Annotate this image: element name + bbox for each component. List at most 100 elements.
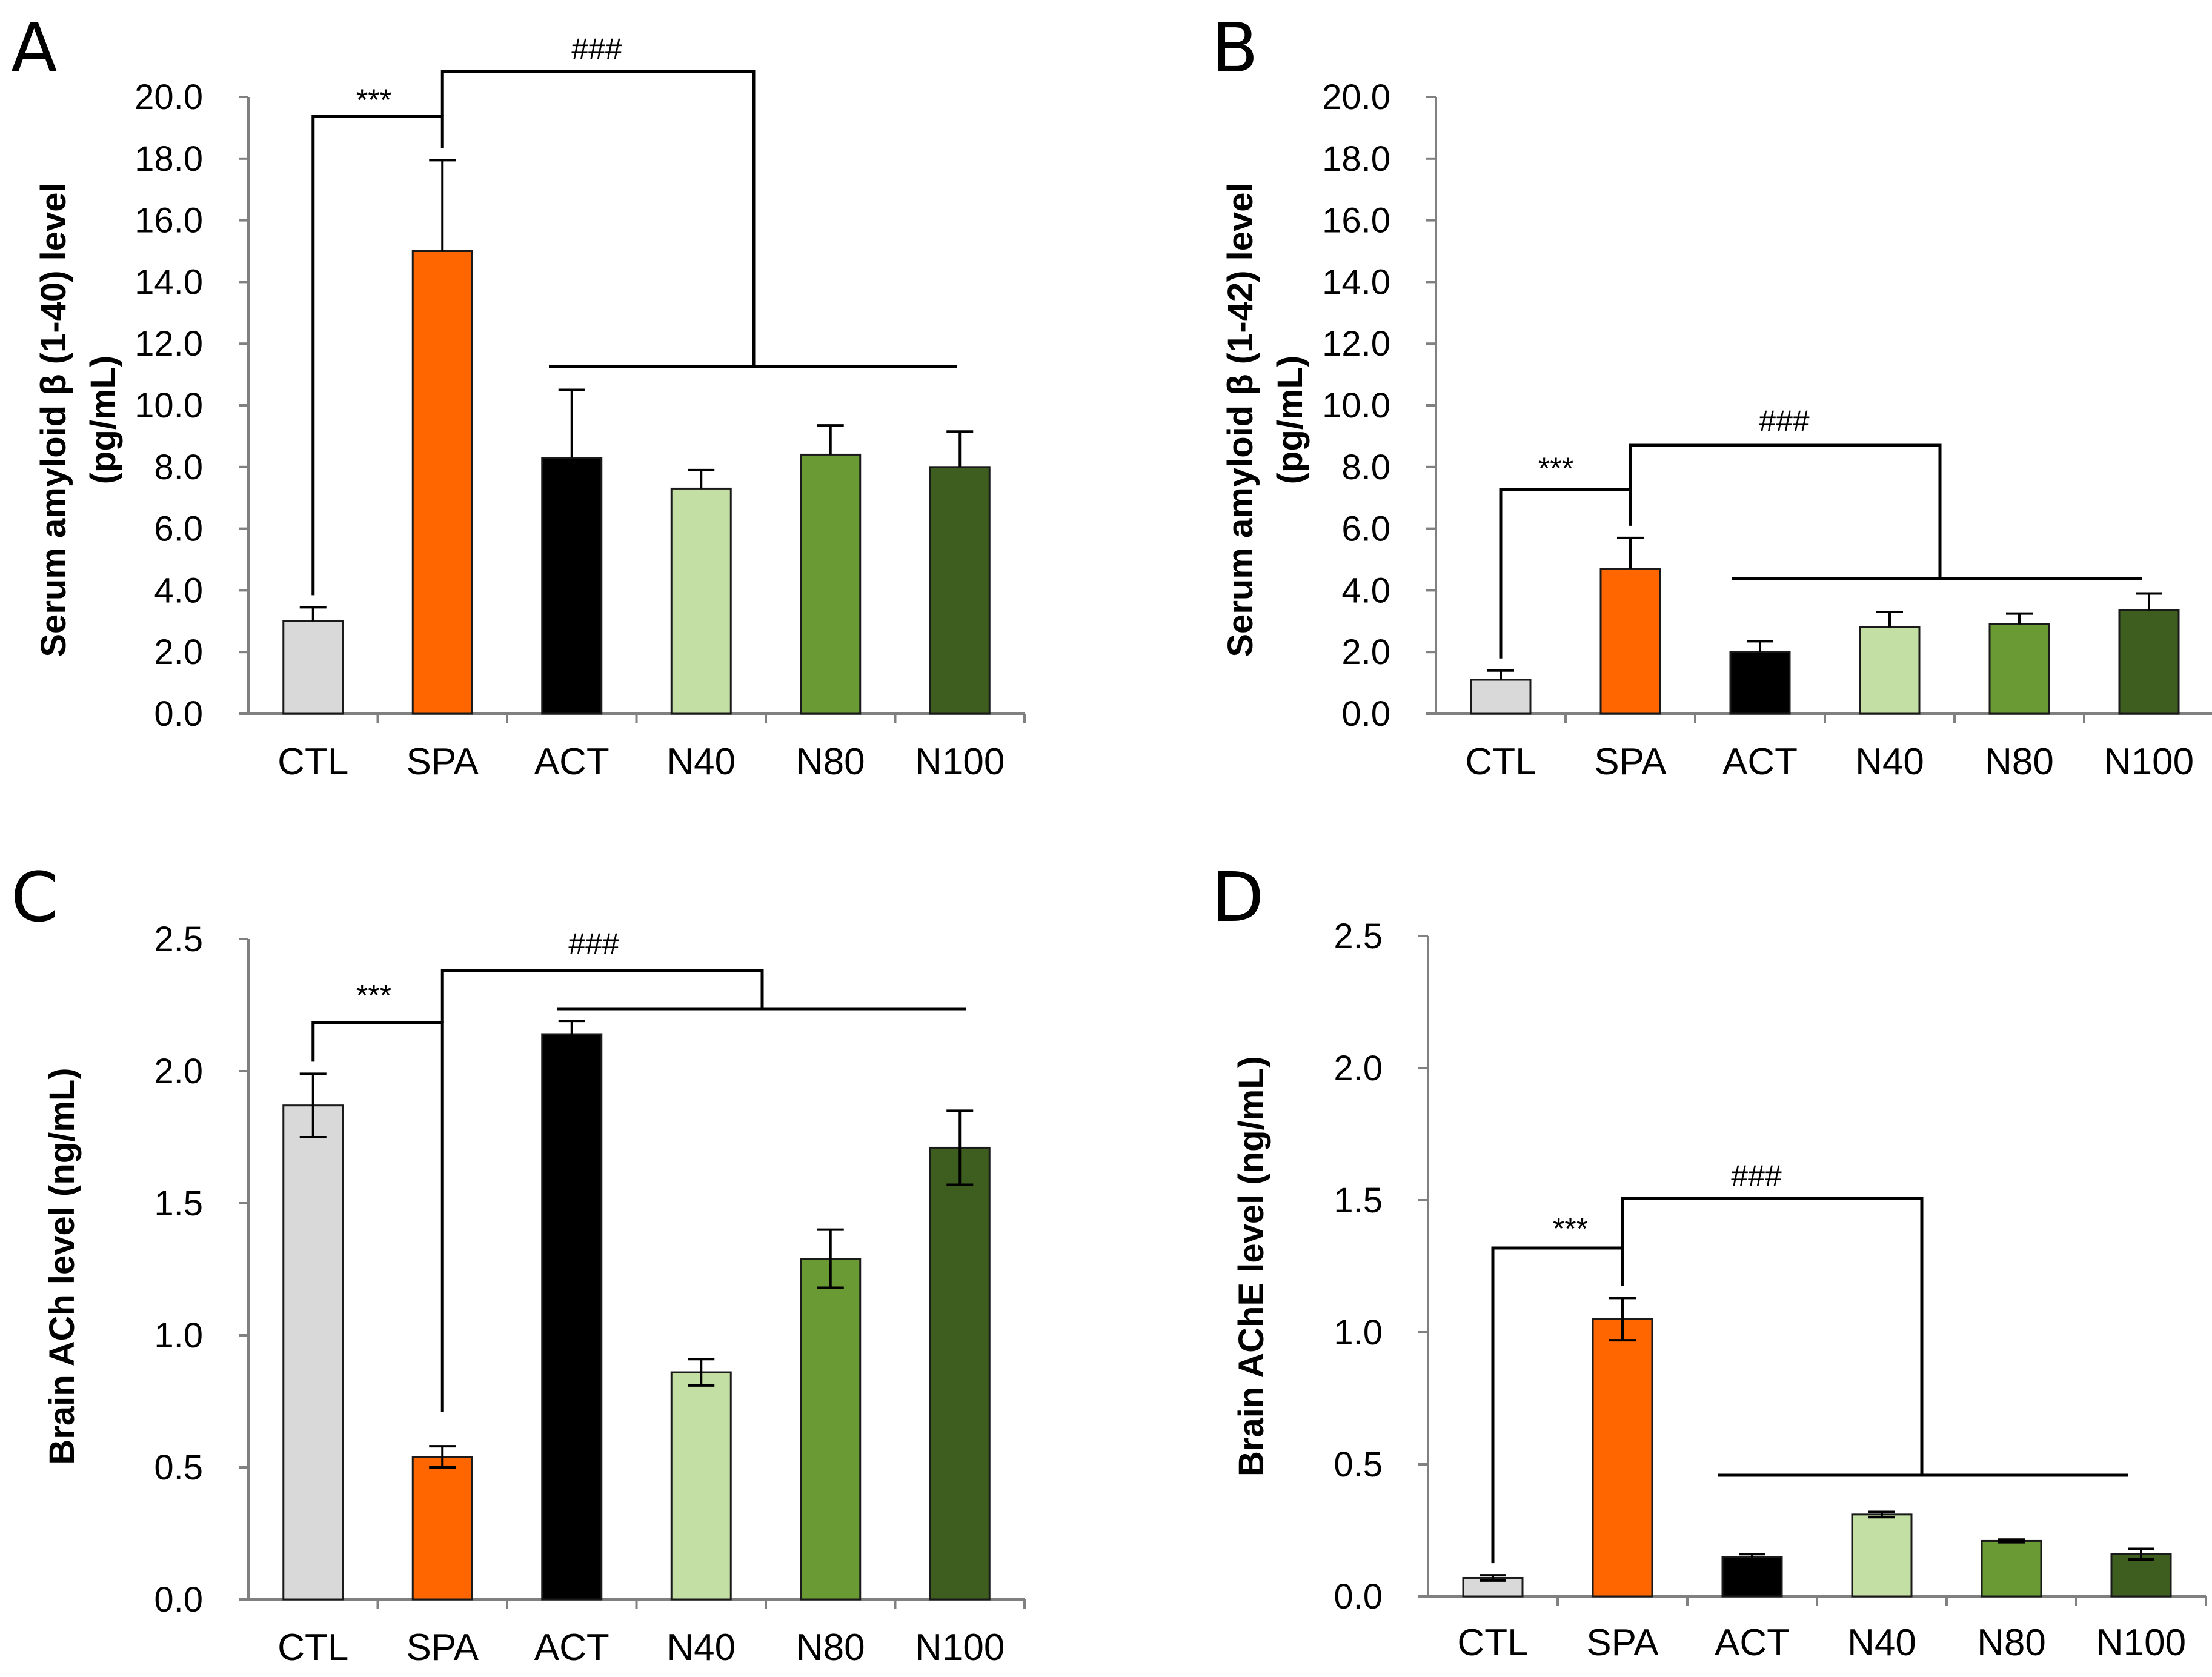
panel-a-bar-n80 <box>800 453 862 715</box>
panel-c-y-tick-label: 0.0 <box>154 1580 203 1619</box>
panel-c-x-label-n100: N100 <box>915 1627 1005 1669</box>
panel-d-y-tick-label: 0.5 <box>1334 1445 1383 1484</box>
panel-a-y-tick-label: 14.0 <box>135 262 203 302</box>
panel-c-bar-spa <box>411 1456 473 1601</box>
panel-c-y-tick-label: 1.0 <box>154 1316 203 1355</box>
panel-b-x-label-n40: N40 <box>1855 741 1924 783</box>
panel-b-x-label-spa: SPA <box>1594 741 1667 783</box>
panel-b-bracket-stars <box>1499 488 1632 659</box>
panel-c-x-label-spa: SPA <box>407 1627 479 1669</box>
panel-a-bracket-stars <box>311 115 444 596</box>
panel-a-y-tick-label: 8.0 <box>154 448 203 487</box>
panel-c-x-label-act: ACT <box>534 1627 609 1669</box>
panel-b-y-tick-label: 8.0 <box>1341 448 1390 487</box>
panel-b-y-axis-label-line1: Serum amyloid β (1-42) level <box>1221 182 1260 657</box>
panel-a-bar-spa <box>411 250 473 715</box>
panel-d-chart: D Brain AChE level (ng/mL) *** ### 0.0 0.… <box>1212 858 2207 1664</box>
panel-c-letter: C <box>11 858 58 937</box>
panel-d-x-label-n80: N80 <box>1977 1622 2046 1664</box>
panel-c-bar-act <box>541 1033 603 1601</box>
panel-a-y-tick-label: 10.0 <box>135 386 203 425</box>
panel-b-y-tick-label: 14.0 <box>1322 262 1390 302</box>
panel-b-bracket-hash <box>1629 443 1942 579</box>
panel-b-sig-stars: *** <box>1538 451 1573 485</box>
panel-d-x-label-spa: SPA <box>1586 1622 1659 1664</box>
panel-a-y-axis-label-line1: Serum amyloid β (1-40) level <box>34 182 73 657</box>
panel-c-y-tick-label: 2.0 <box>154 1052 203 1091</box>
panel-d-bar-n40 <box>1851 1513 1913 1598</box>
panel-b-bar-act <box>1729 651 1791 715</box>
panel-a-x-label-n100: N100 <box>915 741 1005 783</box>
panel-d-x-label-ctl: CTL <box>1457 1622 1528 1664</box>
panel-b-x-label-n100: N100 <box>2104 741 2194 783</box>
panel-b-bar-n100 <box>2118 609 2180 715</box>
panel-b-chart: B Serum amyloid β (1-42) level (pg/mL) *… <box>1212 9 2212 783</box>
panel-b-bar-ctl <box>1470 679 1532 715</box>
panel-c-y-axis-label: Brain ACh level (ng/mL) <box>42 1068 82 1464</box>
panel-a-chart: A Serum amyloid β (1-40) level (pg/mL) *… <box>11 9 1026 783</box>
panel-b-bar-spa <box>1599 568 1661 715</box>
panel-d-y-tick-label: 1.5 <box>1334 1181 1383 1220</box>
panel-a-y-tick-label: 0.0 <box>154 694 203 734</box>
panel-b-bar-n40 <box>1859 626 1921 715</box>
panel-b-y-tick-label: 6.0 <box>1341 510 1390 549</box>
panel-b-y-tick-label: 2.0 <box>1341 633 1390 672</box>
panel-a-sig-hash: ### <box>571 32 622 66</box>
panel-c-bar-n40 <box>670 1371 732 1601</box>
panel-b-x-label-ctl: CTL <box>1465 741 1536 783</box>
panel-a-letter: A <box>11 9 58 88</box>
panel-a-bar-ctl <box>282 620 344 715</box>
panel-a-sig-stars: *** <box>356 83 391 117</box>
panel-b-y-tick-label: 10.0 <box>1322 386 1390 425</box>
panel-c-bracket-hash <box>440 969 764 1023</box>
panel-d-y-axis-label: Brain AChE level (ng/mL) <box>1232 1056 1271 1476</box>
panel-c-y-tick-label: 1.5 <box>154 1184 203 1223</box>
panel-b-y-axis-label-line2: (pg/mL) <box>1270 356 1310 485</box>
panel-a-y-tick-label: 2.0 <box>154 633 203 672</box>
panel-c-y-tick-label: 0.5 <box>154 1448 203 1487</box>
panel-c-sig-stars: *** <box>356 978 391 1012</box>
panel-c-chart: C Brain ACh level (ng/mL) *** ### 0.0 0.5… <box>11 858 1026 1669</box>
panel-a-bar-act <box>541 457 603 715</box>
panel-a-x-label-act: ACT <box>534 741 609 783</box>
panel-a-x-label-ctl: CTL <box>277 741 348 783</box>
panel-a-bar-n40 <box>670 487 732 715</box>
panel-d-bar-spa <box>1592 1318 1653 1598</box>
panel-d-y-tick-label: 1.0 <box>1334 1313 1383 1352</box>
panel-d-bracket-stars <box>1491 1246 1624 1564</box>
panel-d-x-label-n40: N40 <box>1847 1622 1916 1664</box>
panel-b-letter: B <box>1212 9 1258 88</box>
panel-a-y-tick-label: 18.0 <box>135 139 203 179</box>
panel-a-bar-n100 <box>929 466 991 715</box>
panel-a-y-axis-label-line2: (pg/mL) <box>84 356 123 485</box>
panel-c-bar-n80 <box>800 1258 862 1601</box>
panel-a-y-tick-label: 20.0 <box>135 78 203 117</box>
panel-c-x-label-n40: N40 <box>666 1627 736 1669</box>
panel-a-x-label-n80: N80 <box>796 741 865 783</box>
panel-a-x-label-n40: N40 <box>666 741 736 783</box>
panel-b-y-tick-label: 18.0 <box>1322 139 1390 179</box>
panel-d-y-tick-label: 2.0 <box>1334 1049 1383 1088</box>
panel-d-letter: D <box>1212 858 1264 937</box>
panel-c-bar-ctl <box>282 1104 344 1601</box>
panel-d-y-tick-label: 2.5 <box>1334 917 1383 956</box>
panel-a-y-tick-label: 4.0 <box>154 571 203 610</box>
panel-d-y-tick-label: 0.0 <box>1334 1577 1383 1616</box>
panel-b-x-label-act: ACT <box>1722 741 1798 783</box>
panel-d-sig-hash: ### <box>1731 1159 1782 1193</box>
panel-c-sig-hash: ### <box>568 927 619 961</box>
panel-d-bar-act <box>1721 1556 1783 1598</box>
panel-c-bar-n100 <box>929 1146 991 1601</box>
panel-a-y-tick-label: 6.0 <box>154 510 203 549</box>
panel-d-x-label-n100: N100 <box>2096 1622 2186 1664</box>
panel-b-y-tick-label: 0.0 <box>1341 694 1390 734</box>
panel-a-bracket-hash <box>440 70 756 367</box>
panel-d-bar-n100 <box>2110 1553 2172 1598</box>
panel-d-bar-n80 <box>1981 1539 2042 1598</box>
panel-c-y-tick-label: 2.5 <box>154 920 203 959</box>
panel-d-sig-stars: *** <box>1553 1212 1588 1246</box>
panel-c-x-label-ctl: CTL <box>277 1627 348 1669</box>
panel-c-bracket-stars <box>311 1021 444 1412</box>
panel-a-y-tick-label: 16.0 <box>135 201 203 241</box>
